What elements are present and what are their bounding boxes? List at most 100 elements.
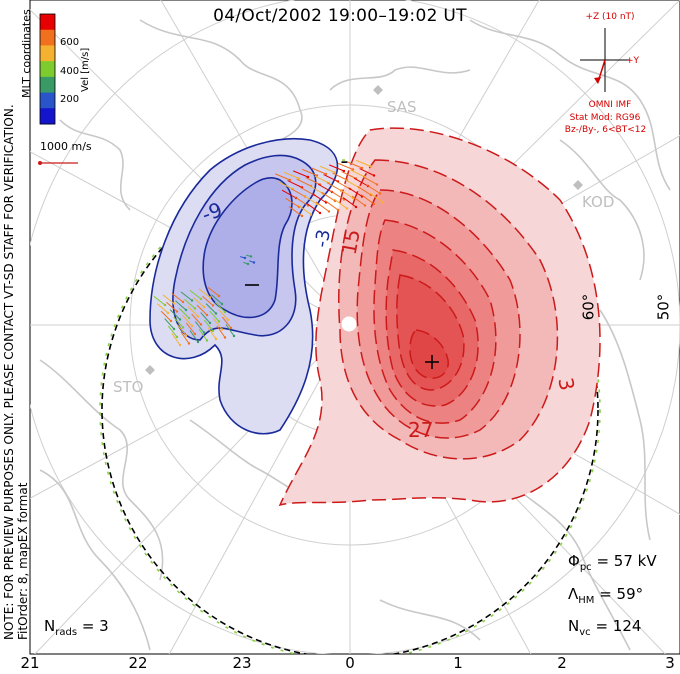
vector-shaft xyxy=(339,188,354,199)
vector-shaft xyxy=(344,179,360,188)
latitude-label-60: 60° xyxy=(579,293,598,321)
vector-shaft xyxy=(317,183,333,193)
vector-shaft xyxy=(212,318,223,330)
vector-shaft xyxy=(187,306,199,317)
magnetic-pole-marker xyxy=(341,316,357,332)
vector-shaft xyxy=(184,298,196,309)
vector-shaft xyxy=(166,301,178,312)
vector-shaft xyxy=(246,254,252,257)
imf-model-condition: Bz-/By-, 6<BT<12 xyxy=(564,125,647,135)
vector-shaft xyxy=(296,178,312,187)
vector-shaft xyxy=(329,164,345,172)
vector-shaft xyxy=(162,294,175,304)
vector-shaft xyxy=(200,312,211,324)
vector-shaft xyxy=(285,197,300,208)
vector-shaft xyxy=(311,167,327,175)
mlt-tick-1: 1 xyxy=(453,654,463,672)
vector-shaft xyxy=(332,172,348,181)
vector-shaft xyxy=(178,307,190,319)
vector-shaft xyxy=(180,331,190,344)
coord-label: MLT coordinates xyxy=(20,9,33,98)
velocity-reference-arrow xyxy=(38,161,78,165)
vector-shaft xyxy=(171,293,184,303)
vector-shaft xyxy=(305,177,321,185)
vector-shaft xyxy=(335,180,351,190)
vector-shaft xyxy=(198,288,211,298)
vector-shaft xyxy=(191,313,202,325)
vector-shaft xyxy=(240,256,246,259)
vector-shaft xyxy=(287,180,303,188)
vector-shaft xyxy=(357,185,372,196)
map-title: 04/Oct/2002 19:00–19:02 UT xyxy=(213,6,467,26)
vector-shaft xyxy=(356,159,372,167)
vector-shaft xyxy=(281,189,297,199)
colorbar-block xyxy=(40,76,55,94)
mlt-tick-23: 23 xyxy=(232,654,252,672)
vector-shaft xyxy=(315,201,330,212)
vector-shaft xyxy=(157,303,169,314)
vector-shaft xyxy=(314,175,330,184)
velocity-vectors xyxy=(153,159,385,347)
vector-shaft xyxy=(169,309,181,320)
stat-n-rads: Nrads = 3 xyxy=(44,617,109,638)
imf-source: OMNI IMF xyxy=(588,100,632,110)
stat-lambda-hm: ΛHM = 59° xyxy=(568,585,644,606)
vector-shaft xyxy=(284,171,300,179)
vector-shaft xyxy=(203,319,214,332)
hm-boundary-green xyxy=(99,159,601,654)
vector-shaft xyxy=(205,303,217,314)
colorbar-unit-label: Vel [m/s] xyxy=(80,47,91,92)
vector-shaft xyxy=(330,190,345,200)
contour-label-27: 27 xyxy=(408,418,434,442)
vector-shaft xyxy=(303,194,318,205)
imf-dial xyxy=(580,28,630,92)
vector-shaft xyxy=(341,171,357,179)
vector-shaft xyxy=(189,330,199,343)
vector-shaft xyxy=(321,191,336,202)
colorbar-block xyxy=(40,61,55,78)
vector-shaft xyxy=(189,290,202,300)
colorbar-tick-400: 400 xyxy=(60,66,80,77)
latitude-label-50: 50° xyxy=(654,293,673,321)
potential-max-marker xyxy=(425,355,439,369)
contour-label-15: 15 xyxy=(336,227,365,257)
vector-shaft xyxy=(293,170,309,178)
vector-shaft xyxy=(218,309,229,321)
mlt-tick-22: 22 xyxy=(128,654,148,672)
vector-shaft xyxy=(353,177,369,187)
vector-shaft xyxy=(225,324,235,337)
vector-shaft xyxy=(176,324,187,336)
vector-shaft xyxy=(221,316,232,329)
vector-shaft xyxy=(308,185,324,194)
imf-y-label: +Y xyxy=(626,56,640,66)
imf-model: Stat Mod: RG96 xyxy=(569,113,641,123)
vector-shaft xyxy=(348,187,363,197)
vector-shaft xyxy=(164,318,175,330)
vector-shaft xyxy=(175,300,187,311)
contour-label-neg3: -3 xyxy=(311,227,335,250)
radar-label-kod: KOD xyxy=(582,193,615,211)
vector-shaft xyxy=(193,297,205,308)
radar-site-markers xyxy=(145,85,583,375)
mlt-tick-2: 2 xyxy=(557,654,567,672)
negative-potential-cell xyxy=(149,137,339,435)
vector-shaft xyxy=(350,169,366,178)
vector-shaft xyxy=(362,176,378,185)
plot-frame xyxy=(29,0,680,655)
imf-z-label: +Z (10 nT) xyxy=(585,12,635,22)
vector-shaft xyxy=(214,301,226,313)
vector-shaft xyxy=(180,291,193,301)
vector-shaft xyxy=(171,333,181,346)
vector-shaft xyxy=(249,260,255,263)
vector-shaft xyxy=(198,328,208,341)
vector-shaft xyxy=(194,321,205,333)
radar-label-sas: SAS xyxy=(387,98,417,116)
colorbar-block xyxy=(40,45,55,62)
vector-shaft xyxy=(275,173,291,181)
mlt-tick-0: 0 xyxy=(345,654,355,672)
mlt-tick-3: 3 xyxy=(665,654,675,672)
vector-shaft xyxy=(342,197,357,208)
vector-shaft xyxy=(207,287,220,297)
